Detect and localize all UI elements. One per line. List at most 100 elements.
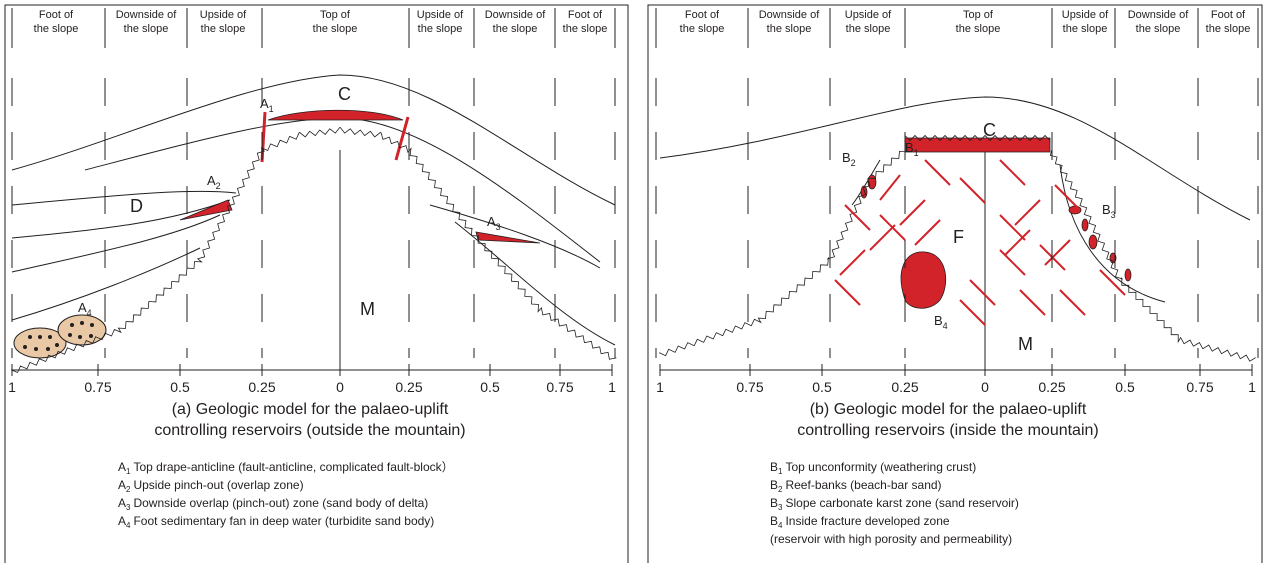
shape-label: C: [983, 120, 996, 140]
label-subscript: 4: [943, 321, 948, 331]
fracture: [999, 214, 1026, 241]
zone-header: Foot of: [39, 9, 74, 21]
legend-subscript: 1: [778, 467, 783, 476]
fan-dot: [78, 335, 82, 339]
zone-header: the slope: [1206, 23, 1251, 35]
label-letter: D: [130, 196, 143, 216]
legend-text: Slope carbonate karst zone (sand reservo…: [785, 496, 1018, 510]
zone-header: the slope: [1136, 23, 1181, 35]
caption: controlling reservoirs (inside the mount…: [797, 422, 1098, 439]
label-subscript: 3: [496, 222, 501, 232]
zone-header: Upside of: [200, 9, 247, 21]
zone-header: Upside of: [417, 9, 464, 21]
shape-label: C: [338, 84, 351, 104]
fan-dot: [28, 335, 32, 339]
fracture: [879, 174, 901, 201]
legend-letter: B: [770, 496, 778, 510]
label-letter: A: [207, 173, 216, 188]
zone-header: Top of: [963, 9, 994, 21]
legend-item: A2 Upside pinch-out (overlap zone): [118, 478, 304, 494]
axis-label: 0.75: [546, 379, 573, 395]
fracture: [959, 177, 986, 204]
legend-letter: A: [118, 478, 126, 492]
shape-label: A4: [78, 300, 92, 318]
fan-dot: [80, 321, 84, 325]
shape-label: D: [130, 196, 143, 216]
fracture: [1044, 239, 1071, 266]
zone-header: Foot of: [1211, 9, 1246, 21]
legend-letter: A: [118, 514, 126, 528]
label-subscript: 1: [914, 148, 919, 158]
shape-label: B1: [905, 140, 919, 158]
legend-item: B3 Slope carbonate karst zone (sand reser…: [770, 496, 1019, 512]
label-letter: M: [1018, 334, 1033, 354]
fracture: [914, 219, 941, 246]
fracture: [1004, 229, 1031, 256]
fan-dot: [38, 335, 42, 339]
zone-header: the slope: [418, 23, 463, 35]
axis-label: 1: [656, 379, 664, 395]
wavy-surface: [904, 134, 1051, 142]
legend-subscript: 4: [126, 521, 131, 530]
fracture: [834, 279, 861, 306]
zone-header: the slope: [1063, 23, 1108, 35]
legend-subscript: 2: [126, 485, 131, 494]
label-letter: C: [983, 120, 996, 140]
label-subscript: 4: [87, 308, 92, 318]
zone-header: the slope: [767, 23, 812, 35]
label-letter: B: [905, 140, 914, 155]
shape-label: B4: [934, 313, 948, 331]
fracture: [1014, 199, 1041, 226]
label-subscript: 3: [1111, 210, 1116, 220]
axis-label: 0.75: [736, 379, 763, 395]
fan-dot: [70, 323, 74, 327]
fan-dot: [89, 334, 93, 338]
axis-label: 1: [8, 379, 16, 395]
zone-header: the slope: [34, 23, 79, 35]
legend-subscript: 2: [778, 485, 783, 494]
wavy-surface: [659, 150, 907, 357]
fracture: [924, 159, 951, 186]
legend-text: Top drape-anticline (fault-anticline, co…: [133, 460, 453, 474]
legend-item: B1 Top unconformity (weathering crust): [770, 460, 976, 476]
axis-label: 0.5: [170, 379, 190, 395]
fracture: [999, 159, 1026, 186]
legend-text: (reservoir with high porosity and permea…: [770, 532, 1012, 546]
fracture: [1059, 289, 1086, 316]
shape-label: B3: [1102, 202, 1116, 220]
label-letter: C: [338, 84, 351, 104]
fan-dot: [55, 343, 59, 347]
legend-text: Upside pinch-out (overlap zone): [133, 478, 303, 492]
zone-header: Downside of: [485, 9, 546, 21]
fracture: [959, 299, 986, 326]
zone-header: the slope: [563, 23, 608, 35]
caption: (b) Geologic model for the palaeo-uplift: [810, 401, 1087, 418]
shape-label: M: [1018, 334, 1033, 354]
zone-header: Downside of: [1128, 9, 1189, 21]
label-subscript: 2: [851, 158, 856, 168]
shape-label: A2: [207, 173, 221, 191]
legend-text: Foot sedimentary fan in deep water (turb…: [133, 514, 434, 528]
caption: controlling reservoirs (outside the moun…: [154, 422, 465, 439]
zone-header: Foot of: [568, 9, 603, 21]
axis-label: 0.5: [812, 379, 832, 395]
fan-dot: [68, 333, 72, 337]
legend-letter: A: [118, 460, 126, 474]
legend-item: A1 Top drape-anticline (fault-anticline, …: [118, 460, 454, 476]
legend-item: B2 Reef-banks (beach-bar sand): [770, 478, 942, 494]
legend-item: B4 Inside fracture developed zone: [770, 514, 950, 530]
fracture: [844, 204, 871, 231]
axis-label: 0: [981, 379, 989, 395]
legend-subscript: 1: [126, 467, 131, 476]
zone-header: the slope: [493, 23, 538, 35]
panel-frame: [4, 4, 1263, 563]
label-letter: B: [934, 313, 943, 328]
fracture: [869, 224, 896, 251]
legend-item: (reservoir with high porosity and permea…: [770, 532, 1012, 546]
label-letter: B: [842, 150, 851, 165]
strata: [11, 74, 1251, 370]
caption: (a) Geologic model for the palaeo-uplift: [172, 401, 449, 418]
shape-label: B2: [842, 150, 856, 168]
shape-label: A1: [260, 96, 274, 114]
